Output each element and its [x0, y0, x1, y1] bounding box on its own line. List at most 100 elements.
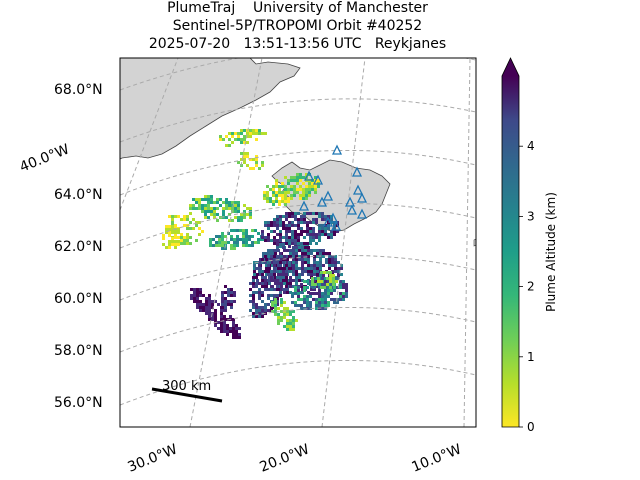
plume-pixel: [284, 200, 287, 203]
plume-pixel: [309, 280, 312, 283]
plume-pixel: [165, 231, 168, 234]
plume-pixel: [261, 164, 264, 167]
plume-pixel: [168, 240, 171, 243]
plume-pixel: [303, 280, 306, 283]
plume-pixel: [193, 294, 196, 297]
plume-pixel: [324, 280, 327, 283]
plume-pixel: [261, 273, 264, 276]
plume-pixel: [267, 270, 270, 273]
plume-pixel: [240, 158, 243, 161]
plume-pixel: [183, 236, 186, 239]
plume-pixel: [312, 286, 315, 289]
lat-label-62: 62.0°N: [54, 239, 103, 255]
plume-pixel: [208, 309, 211, 312]
plume-pixel: [292, 322, 295, 325]
plume-pixel: [332, 274, 335, 277]
plume-pixel: [280, 273, 283, 276]
plume-pixel: [309, 304, 312, 307]
plume-pixel: [210, 207, 213, 210]
plume-pixel: [280, 255, 283, 258]
colorbar-outline: [501, 57, 520, 428]
plume-pixel: [282, 288, 285, 291]
plume-pixel: [171, 218, 174, 221]
plume-pixel: [224, 285, 227, 288]
plume-pixel: [252, 279, 255, 282]
plume-pixel: [225, 201, 228, 204]
plume-pixel: [216, 198, 219, 201]
plume-pixel: [201, 207, 204, 210]
plume-pixel: [297, 286, 300, 289]
plume-pixel: [291, 239, 294, 242]
plume-pixel: [236, 241, 239, 244]
plume-pixel: [216, 213, 219, 216]
plume-pixel: [252, 297, 255, 300]
plume-pixel: [300, 283, 303, 286]
plume-pixel: [219, 135, 222, 138]
plume-pixel: [199, 288, 202, 291]
plume-pixel: [267, 224, 270, 227]
plume-pixel: [168, 231, 171, 234]
plume-pixel: [237, 210, 240, 213]
plume-pixel: [336, 298, 339, 301]
plume-pixel: [334, 255, 337, 258]
plume-pixel: [243, 155, 246, 158]
plume-pixel: [276, 218, 279, 221]
plume-pixel: [290, 176, 293, 179]
plume-pixel: [180, 236, 183, 239]
plume-pixel: [252, 303, 255, 306]
plume-pixel: [280, 316, 283, 319]
plume-pixel: [321, 301, 324, 304]
plume-pixel: [339, 280, 342, 283]
plume-pixel: [299, 188, 302, 191]
plume-pixel: [329, 280, 332, 283]
plume-pixel: [310, 249, 313, 252]
plume-pixel: [280, 319, 283, 322]
plume-pixel: [245, 229, 248, 232]
plume-pixel: [315, 233, 318, 236]
plume-pixel: [228, 219, 231, 222]
plume-pixel: [311, 188, 314, 191]
plume-pixel: [233, 229, 236, 232]
plume-pixel: [298, 258, 301, 261]
plume-pixel: [316, 249, 319, 252]
plume-pixel: [168, 234, 171, 237]
plume-pixel: [336, 230, 339, 233]
plume-pixel: [198, 198, 201, 201]
plume-pixel: [306, 227, 309, 230]
plume-pixel: [323, 271, 326, 274]
plume-pixel: [306, 233, 309, 236]
plume-pixel: [324, 304, 327, 307]
plume-pixel: [274, 301, 277, 304]
plume-pixel: [228, 138, 231, 141]
plume-pixel: [255, 267, 258, 270]
plume-pixel: [278, 203, 281, 206]
plume-pixel: [231, 204, 234, 207]
plume-pixel: [337, 273, 340, 276]
plume-pixel: [291, 233, 294, 236]
plume-pixel: [240, 138, 243, 141]
plume-pixel: [261, 276, 264, 279]
plume-pixel: [237, 219, 240, 222]
plume-pixel: [327, 227, 330, 230]
plume-pixel: [243, 141, 246, 144]
plume-pixel: [198, 201, 201, 204]
plume-pixel: [225, 216, 228, 219]
plume-pixel: [261, 315, 264, 318]
plume-pixel: [284, 191, 287, 194]
plume-pixel: [272, 185, 275, 188]
plume-pixel: [264, 270, 267, 273]
plume-pixel: [261, 291, 264, 294]
plume-pixel: [276, 261, 279, 264]
plume-pixel: [315, 304, 318, 307]
plume-pixel: [327, 215, 330, 218]
plume-pixel: [306, 286, 309, 289]
volcano-marker: [312, 174, 324, 185]
plume-pixel: [276, 279, 279, 282]
plume-pixel: [269, 188, 272, 191]
plume-pixel: [223, 324, 226, 327]
plume-pixel: [193, 288, 196, 291]
plume-pixel: [252, 300, 255, 303]
plume-pixel: [267, 303, 270, 306]
plume-pixel: [233, 300, 236, 303]
plume-pixel: [252, 129, 255, 132]
